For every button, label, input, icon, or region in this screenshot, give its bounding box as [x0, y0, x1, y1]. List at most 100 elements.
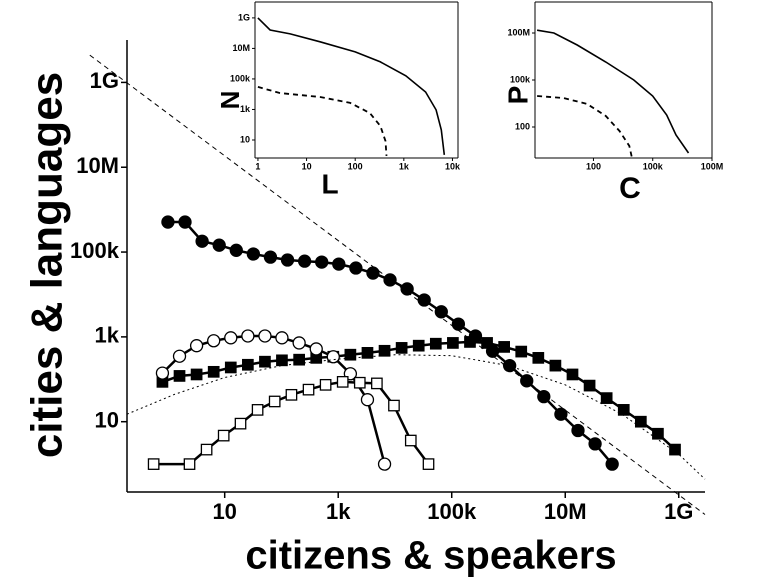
series-line — [89, 54, 706, 515]
point — [293, 353, 305, 366]
point — [280, 253, 295, 267]
point — [515, 345, 528, 358]
point — [332, 257, 346, 271]
y-tick-label: 100k — [510, 74, 531, 84]
point — [275, 331, 289, 345]
x-tick-label: 1k — [399, 162, 410, 172]
point — [161, 215, 175, 229]
series-line — [536, 29, 690, 154]
point — [251, 404, 264, 416]
point — [360, 393, 375, 407]
y-axis-label: cities & languages — [23, 72, 72, 458]
y-tick-label: 1G — [238, 12, 250, 22]
y-tick-label: 10M — [76, 153, 119, 178]
y-tick-label: 10 — [95, 408, 119, 433]
x-tick-label: 10 — [212, 499, 236, 524]
point — [292, 336, 306, 350]
point — [366, 266, 380, 280]
point — [537, 389, 551, 404]
point — [224, 361, 237, 374]
point — [634, 415, 647, 428]
point — [212, 238, 226, 252]
point — [224, 331, 238, 345]
point — [669, 443, 681, 456]
x-tick-label: 100 — [348, 162, 363, 172]
point — [319, 378, 332, 391]
series-line — [126, 354, 706, 480]
y-tick-label: 100 — [515, 121, 530, 131]
x-tick-label: 100 — [586, 162, 601, 172]
point — [429, 337, 442, 350]
point — [242, 358, 254, 371]
point — [377, 457, 392, 471]
point — [422, 458, 435, 470]
series-line — [537, 95, 633, 159]
point — [172, 349, 187, 363]
point — [588, 437, 602, 451]
y-tick-label: 100k — [70, 238, 120, 263]
point — [549, 359, 562, 372]
point — [388, 399, 400, 412]
point — [200, 443, 213, 456]
y-tick-label: 1G — [90, 68, 119, 93]
x-axis-label: citizens & speakers — [245, 534, 616, 578]
x-tick-label: 100k — [427, 499, 477, 524]
point — [259, 355, 271, 368]
point — [554, 407, 568, 421]
series-line — [153, 380, 430, 466]
point — [344, 348, 357, 361]
x-tick-label: 10 — [302, 162, 312, 172]
x-axis-label: L — [321, 168, 338, 199]
point — [147, 458, 160, 470]
x-tick-label: 1 — [255, 162, 260, 172]
point — [234, 417, 247, 430]
point — [583, 379, 596, 392]
point — [189, 339, 204, 353]
y-axis-label: N — [215, 91, 245, 110]
x-tick-label: 10M — [544, 499, 587, 524]
point — [315, 255, 329, 269]
point — [276, 354, 288, 367]
point — [378, 344, 391, 357]
point — [195, 234, 209, 248]
y-tick-label: 100k — [230, 73, 251, 83]
point — [207, 334, 221, 348]
point — [241, 329, 255, 343]
point — [464, 336, 476, 348]
point — [434, 305, 448, 319]
point — [451, 317, 466, 331]
point — [349, 261, 363, 275]
y-tick-label: 1k — [240, 104, 251, 114]
y-tick-label: 10 — [240, 134, 250, 144]
point — [571, 423, 585, 438]
point — [400, 282, 414, 296]
point — [285, 388, 298, 401]
x-tick-label: 1k — [326, 499, 351, 524]
x-tick-label: 1G — [664, 499, 693, 524]
x-tick-label: 10k — [445, 162, 461, 172]
point — [326, 350, 340, 364]
point — [217, 429, 230, 442]
point — [498, 341, 511, 353]
x-tick-label: 100k — [643, 162, 664, 172]
point — [183, 458, 196, 470]
point — [371, 377, 383, 390]
point — [309, 342, 323, 356]
point — [532, 352, 545, 364]
y-tick-label: 100M — [507, 27, 530, 37]
point — [297, 254, 312, 268]
point — [566, 368, 579, 381]
point — [617, 404, 630, 416]
point — [207, 365, 220, 378]
point — [155, 366, 170, 380]
y-tick-label: 1k — [95, 323, 120, 348]
series-line — [257, 17, 446, 155]
point — [246, 247, 261, 261]
point — [652, 427, 664, 440]
x-tick-label: 100M — [701, 162, 724, 172]
point — [258, 329, 272, 343]
point — [178, 215, 192, 229]
x-axis-label: C — [619, 172, 641, 205]
point — [268, 395, 281, 408]
